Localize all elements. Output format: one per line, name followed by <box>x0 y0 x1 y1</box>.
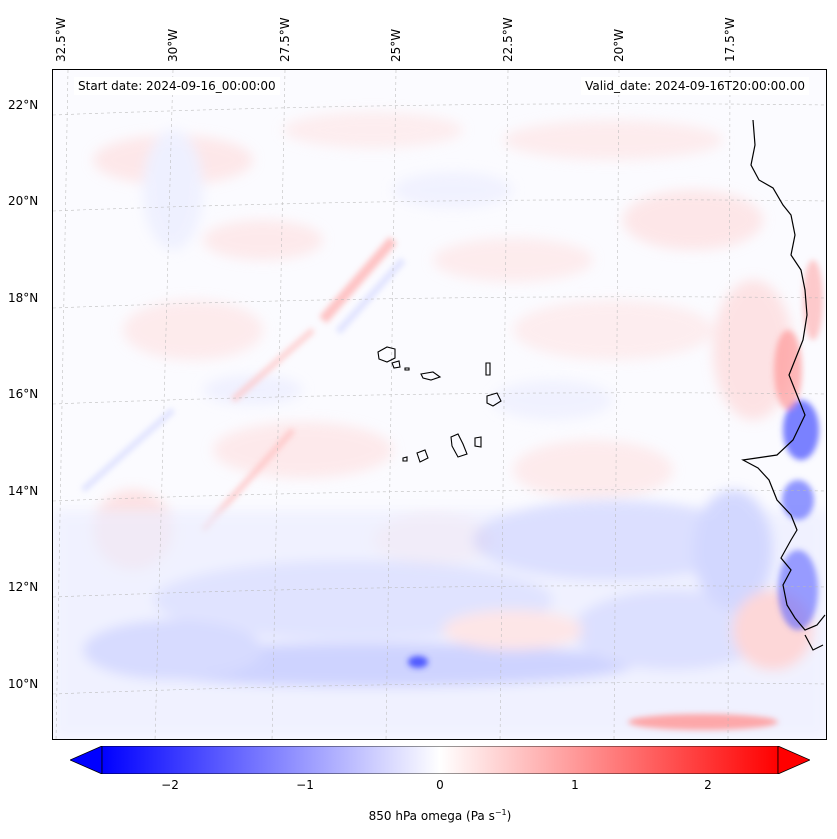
field-patch <box>393 172 513 208</box>
graticule-meridian <box>727 70 731 739</box>
omega-field-map <box>53 70 826 739</box>
island-sao-nicolau <box>420 371 442 381</box>
field-patch <box>473 500 753 580</box>
cape-verde-islands <box>377 346 502 463</box>
lat-label-14n: 14°N <box>8 484 39 498</box>
africa-coastline <box>741 119 826 631</box>
lat-label-18n: 18°N <box>8 291 39 305</box>
lat-label-20n: 20°N <box>8 194 39 208</box>
field-patch <box>203 375 303 405</box>
lon-label-32-5w: 32.5°W <box>54 17 68 62</box>
colorbar-label-close: ) <box>506 809 512 823</box>
valid-date-label: Valid_date: 2024-09-16T20:00:00.00 <box>581 77 809 95</box>
graticule-parallel <box>53 296 826 309</box>
field-patch <box>778 550 818 630</box>
field-patch <box>143 130 203 250</box>
field-patch <box>573 590 773 670</box>
field-patch <box>443 610 583 650</box>
lon-label-25w: 25°W <box>389 28 403 62</box>
field-patch <box>628 714 778 730</box>
colorbar-tick-label-neg1: −1 <box>296 778 314 792</box>
island-santiago <box>450 433 468 458</box>
colorbar-tick-label-1: 1 <box>571 778 579 792</box>
lon-label-17-5w: 17.5°W <box>723 17 737 62</box>
colorbar-label-main: 850 hPa omega (Pa s <box>368 809 495 823</box>
field-patch <box>493 380 613 420</box>
colorbar-gradient <box>101 745 779 775</box>
field-patch <box>213 422 393 478</box>
colorbar-extend-min <box>69 745 103 775</box>
field-patch <box>693 490 773 610</box>
colorbar <box>69 745 811 778</box>
lat-label-10n: 10°N <box>8 677 39 691</box>
island-sal <box>485 362 491 376</box>
field-patch <box>503 120 723 160</box>
field-streak <box>319 236 397 324</box>
lon-label-22-5w: 22.5°W <box>501 17 515 62</box>
field-patch <box>203 220 323 260</box>
field-patch <box>713 280 793 420</box>
graticule-meridian <box>154 70 174 739</box>
colorbar-tick-label-neg2: −2 <box>161 778 179 792</box>
graticule-meridian <box>385 70 397 739</box>
graticule <box>53 70 826 739</box>
colorbar-svg <box>69 745 811 778</box>
field-patch <box>283 112 463 148</box>
island-brava <box>402 456 408 462</box>
colorbar-label-exponent: −1 <box>494 808 507 817</box>
start-date-label: Start date: 2024-09-16_00:00:00 <box>74 77 280 95</box>
omega-field <box>53 112 826 739</box>
lat-label-16n: 16°N <box>8 387 39 401</box>
graticule-parallel <box>53 199 826 212</box>
graticule-parallel <box>53 392 826 405</box>
lon-label-27-5w: 27.5°W <box>278 17 292 62</box>
graticule-parallel <box>53 682 826 695</box>
island-fogo <box>416 449 429 463</box>
field-patch <box>803 260 823 340</box>
lat-label-12n: 12°N <box>8 580 39 594</box>
graticule-parallel <box>53 489 826 502</box>
colorbar-tick-label-0: 0 <box>436 778 444 792</box>
field-streak <box>81 407 175 493</box>
colorbar-label: 850 hPa omega (Pa s−1) <box>0 808 837 823</box>
field-patch <box>623 190 763 250</box>
graticule-meridian <box>613 70 620 739</box>
field-patch <box>408 656 428 668</box>
graticule-parallel <box>53 585 826 598</box>
field-patch <box>783 400 819 460</box>
field-streak <box>231 327 315 403</box>
field-patch <box>83 620 263 680</box>
lon-label-30w: 30°W <box>166 28 180 62</box>
graticule-meridian <box>499 70 509 739</box>
lat-label-22n: 22°N <box>8 98 39 112</box>
field-patch <box>513 440 673 500</box>
field-patch <box>782 480 814 520</box>
island-boa-vista <box>486 392 502 407</box>
colorbar-extend-max <box>777 745 811 775</box>
island-santa-luzia <box>404 367 410 371</box>
graticule-parallel <box>53 103 826 116</box>
colorbar-tick-label-2: 2 <box>704 778 712 792</box>
graticule-meridian <box>55 70 69 739</box>
lon-label-20w: 20°W <box>612 28 626 62</box>
field-patch <box>433 238 593 282</box>
map-panel[interactable] <box>52 69 827 740</box>
island-maio <box>474 436 482 448</box>
africa-coastline-south <box>804 634 824 651</box>
coastline <box>741 119 826 651</box>
field-patch <box>513 300 713 360</box>
field-streak <box>335 257 406 335</box>
island-santo-antao <box>377 346 396 363</box>
field-patch <box>123 300 263 360</box>
graticule-meridian <box>271 70 286 739</box>
island-sao-vicente <box>391 360 401 369</box>
